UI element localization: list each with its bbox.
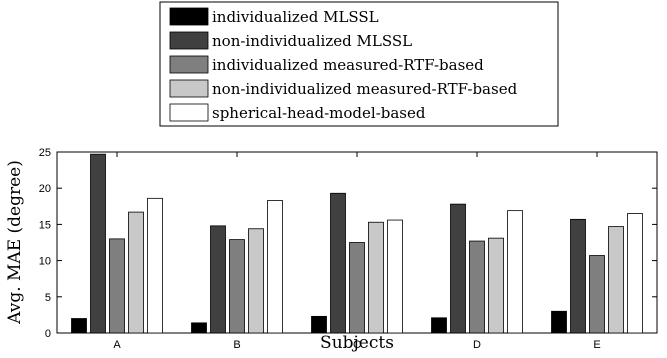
bar-D-series-2 [450, 203, 466, 334]
legend-swatch [169, 79, 209, 98]
y-axis-label: Avg. MAE (degree) [5, 160, 25, 325]
bar-C-series-5 [387, 219, 403, 334]
bar-D-series-5 [507, 210, 523, 334]
legend: individualized MLSSL non-individualized M… [159, 1, 559, 127]
y-tick-label: 0 [45, 328, 51, 340]
x-tick-label: B [233, 339, 240, 351]
bars [71, 153, 643, 334]
legend-swatch [169, 55, 209, 74]
legend-entry: individualized measured-RTF-based [212, 56, 484, 74]
bar-A-series-3 [109, 238, 125, 334]
legend-entry: individualized MLSSL [212, 8, 379, 26]
axes: 0 5 10 15 20 25 A B C D E [39, 147, 657, 351]
bar-E-series-2 [570, 218, 586, 334]
y-tick-label: 15 [39, 219, 51, 231]
bar-E-series-5 [627, 213, 643, 334]
y-tick-label: 10 [39, 256, 51, 268]
bar-A-series-2 [90, 153, 106, 334]
x-tick-label: A [113, 339, 121, 351]
bar-D-series-3 [469, 240, 485, 334]
x-axis-label: Subjects [320, 333, 394, 353]
bar-A-series-5 [147, 197, 163, 334]
bar-E-series-1 [551, 310, 567, 334]
bar-D-series-1 [431, 317, 447, 334]
bar-B-series-1 [191, 322, 207, 334]
x-tick-label: D [473, 339, 481, 351]
bar-C-series-3 [349, 242, 365, 334]
y-tick-label: 25 [39, 147, 51, 159]
y-tick-label: 5 [45, 292, 51, 304]
bar-B-series-3 [229, 239, 245, 334]
legend-swatch [169, 7, 209, 26]
bar-B-series-2 [210, 225, 226, 334]
legend-entry: spherical-head-model-based [212, 104, 426, 122]
bar-D-series-4 [488, 237, 504, 334]
x-tick-label: C [353, 339, 361, 351]
x-tick-label: E [593, 339, 600, 351]
bar-E-series-3 [589, 255, 605, 334]
bar-B-series-5 [267, 200, 283, 334]
bar-A-series-1 [71, 318, 87, 334]
bar-C-series-2 [330, 192, 346, 334]
bar-E-series-4 [608, 226, 624, 334]
legend-swatch [169, 31, 209, 50]
bar-A-series-4 [128, 211, 144, 334]
bar-C-series-4 [368, 221, 384, 334]
legend-box [159, 1, 559, 127]
legend-entry: non-individualized MLSSL [212, 32, 412, 50]
y-tick-label: 20 [39, 183, 51, 195]
bar-C-series-1 [311, 315, 327, 334]
legend-swatch [169, 103, 209, 122]
bar-B-series-4 [248, 228, 264, 334]
legend-entry: non-individualized measured-RTF-based [212, 80, 518, 98]
